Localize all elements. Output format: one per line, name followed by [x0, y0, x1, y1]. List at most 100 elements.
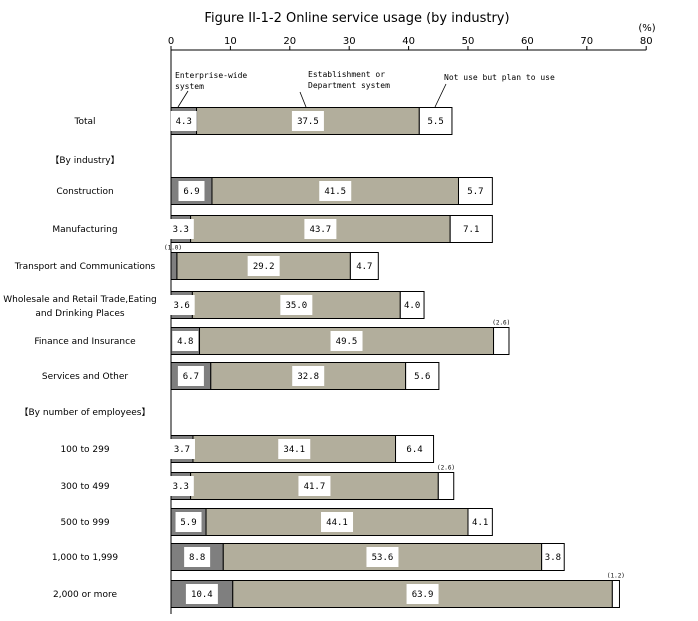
bar-row: Construction 6.9 41.5 5.7: [56, 177, 493, 205]
value-label-enterprise-wide: 3.3: [173, 482, 189, 492]
value-label-plan: 3.8: [545, 553, 561, 563]
bar-segment-plan: [405, 362, 440, 390]
value-label-plan: 7.1: [463, 225, 479, 235]
value-label-establishment: 41.5: [324, 187, 346, 197]
value-label-box: [177, 366, 204, 386]
value-label-establishment: 43.7: [310, 225, 332, 235]
bars: Total 4.3 37.5 5.5 【By industry】 Construction…: [3, 107, 625, 608]
group-header: 【By number of employees】: [20, 407, 151, 418]
value-label-plan: 5.6: [414, 372, 430, 382]
bar-row: Transport and Communications (1.0) 29.2 4.7: [14, 245, 379, 280]
value-label-plan: 6.4: [406, 445, 422, 455]
bar-row: 1,000 to 1,999 8.8 53.6 3.8: [52, 543, 565, 571]
value-label-establishment: 44.1: [326, 518, 348, 528]
value-label-establishment: 53.6: [372, 553, 394, 563]
value-label-plan: (2.6): [492, 320, 510, 327]
annotation-establishment: Establishment or Department system: [308, 70, 390, 90]
bar-segment-plan: [467, 508, 493, 536]
value-label-box: [167, 476, 194, 496]
bar-row: 2,000 or more 10.4 63.9 (1.2): [53, 573, 625, 608]
value-label-establishment: 35.0: [285, 301, 307, 311]
category-label: Wholesale and Retail Trade,Eating and Dri…: [3, 295, 156, 319]
category-label: 100 to 299: [60, 445, 109, 455]
value-label-box: [167, 219, 194, 239]
bar-segment-plan: [395, 435, 435, 463]
value-label-box: [175, 512, 202, 532]
value-label-establishment: 49.5: [336, 337, 358, 347]
value-label-box: [291, 111, 324, 131]
x-tick-label: 80: [640, 36, 653, 47]
bar-segment-enterprise-wide: [170, 252, 178, 280]
bar-row: 500 to 999 5.9 44.1 4.1: [60, 508, 493, 536]
bar-segment-plan: [449, 215, 493, 243]
value-label-enterprise-wide: (1.0): [164, 245, 182, 252]
value-label-enterprise-wide: 4.8: [177, 337, 193, 347]
value-label-establishment: 37.5: [297, 117, 319, 127]
bar-segment-plan: [349, 252, 379, 280]
x-tick-label: 50: [462, 36, 475, 47]
category-label: 500 to 999: [60, 518, 109, 528]
unit-label: (%): [638, 23, 655, 34]
value-label-establishment: 29.2: [253, 262, 275, 272]
category-label: Manufacturing: [52, 225, 117, 235]
leader-enterprise: [177, 90, 189, 108]
category-label: Total: [73, 117, 95, 127]
annotation-establishment-line1: Establishment or: [308, 70, 385, 79]
x-tick-label: 60: [521, 36, 534, 47]
bar-segment-plan: [611, 580, 620, 608]
value-label-establishment: 41.7: [304, 482, 326, 492]
x-tick-label: 40: [402, 36, 415, 47]
value-label-box: [292, 366, 325, 386]
x-tick-label: 20: [283, 36, 296, 47]
annotation-plan: Not use but plan to use: [444, 73, 555, 82]
category-label: Services and Other: [42, 372, 128, 382]
chart-title: Figure II-1-2 Online service usage (by i…: [204, 11, 509, 26]
value-label-enterprise-wide: 6.9: [183, 187, 199, 197]
bar-segment-plan: [437, 472, 455, 500]
x-tick-label: 30: [343, 36, 356, 47]
value-label-establishment: 34.1: [283, 445, 305, 455]
value-label-establishment: 63.9: [412, 590, 434, 600]
value-label-box: [185, 584, 218, 604]
bar-segment-plan: [457, 177, 493, 205]
category-label: Construction: [56, 187, 113, 197]
category-label: 300 to 499: [60, 482, 109, 492]
value-label-enterprise-wide: 8.8: [189, 553, 205, 563]
value-label-box: [172, 331, 199, 351]
value-label-box: [247, 256, 280, 276]
x-tick-label: 10: [224, 36, 237, 47]
value-label-box: [170, 111, 197, 131]
group-header-label: 【By number of employees】: [20, 407, 151, 418]
value-label-box: [168, 439, 195, 459]
value-label-box: [178, 181, 205, 201]
bar-segment-plan: [541, 543, 565, 571]
value-label-box: [278, 439, 311, 459]
leader-plan: [434, 83, 447, 108]
bar-segment-plan: [418, 107, 453, 135]
bar-row: Total 4.3 37.5 5.5: [73, 107, 453, 135]
value-label-plan: (2.6): [437, 465, 455, 472]
value-label-enterprise-wide: 5.9: [180, 518, 196, 528]
bar-row: Services and Other 6.7 32.8 5.6: [42, 362, 440, 390]
value-label-plan: 4.0: [404, 301, 420, 311]
value-label-box: [298, 476, 331, 496]
bar-row: 300 to 499 3.3 41.7 (2.6): [60, 465, 455, 500]
value-label-box: [330, 331, 363, 351]
bar-row: Finance and Insurance 4.8 49.5 (2.6): [34, 320, 510, 355]
category-label: Transport and Communications: [14, 262, 156, 272]
value-label-box: [406, 584, 439, 604]
x-tick-label: 70: [580, 36, 593, 47]
bar-row: Wholesale and Retail Trade,Eating and Dri…: [3, 291, 425, 319]
annotation-enterprise-wide: Enterprise-wide system: [175, 71, 247, 91]
category-label: Finance and Insurance: [34, 337, 136, 347]
value-label-enterprise-wide: 3.7: [174, 445, 190, 455]
value-label-box: [366, 547, 399, 567]
annotation-enterprise-line1: Enterprise-wide: [175, 71, 247, 80]
value-label-plan: (1.2): [607, 573, 625, 580]
category-label: 1,000 to 1,999: [52, 553, 119, 563]
value-label-plan: 4.7: [356, 262, 372, 272]
x-tick-label: 0: [168, 36, 174, 47]
value-label-box: [168, 295, 195, 315]
